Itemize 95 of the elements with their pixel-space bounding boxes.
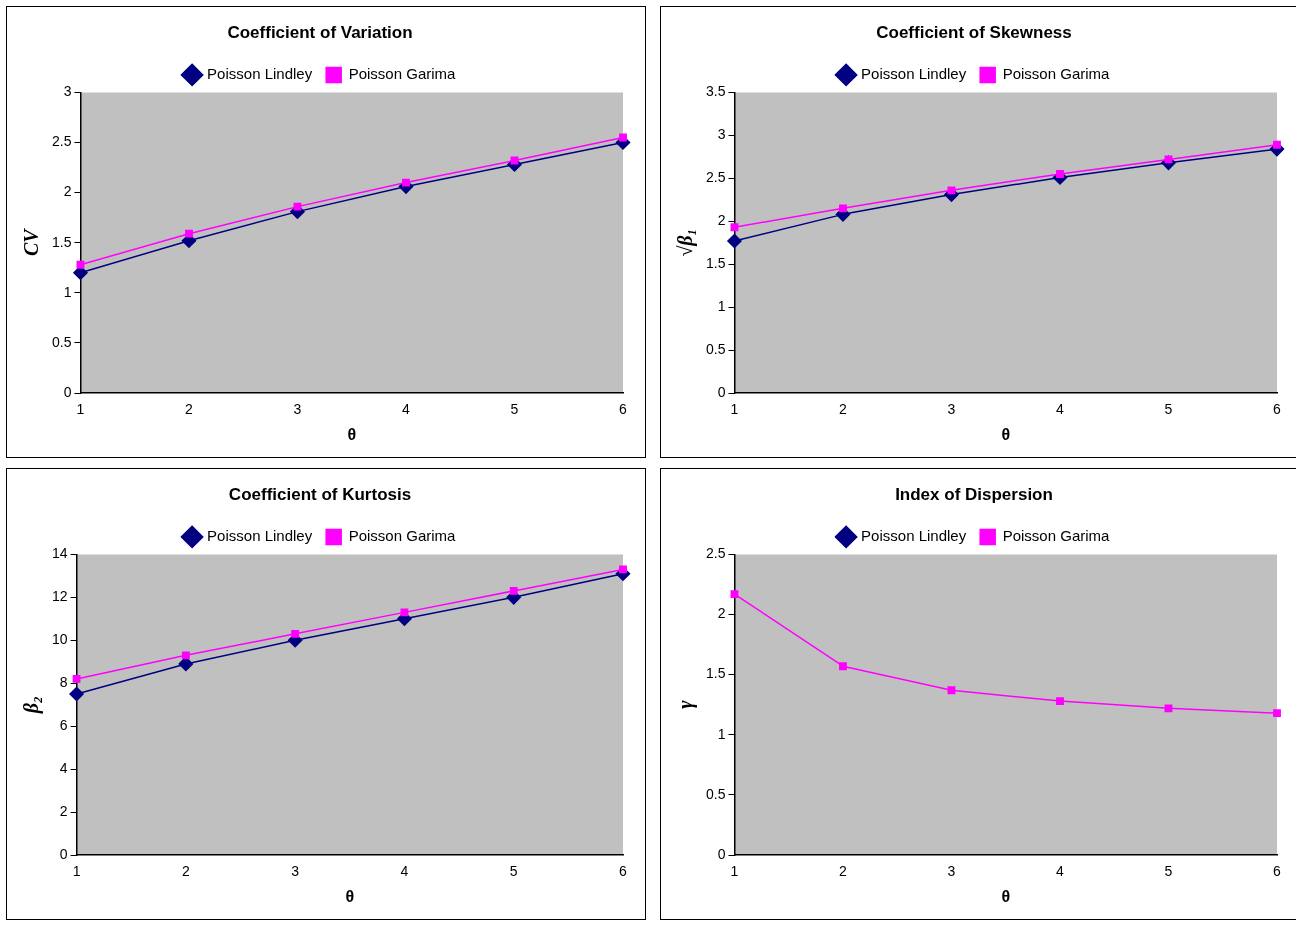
x-axis-title: θ [345,887,355,905]
y-tick-label: 2.5 [705,545,726,562]
y-tick-label: 1 [717,725,726,742]
y-tick-label: 0.5 [705,785,726,802]
point [69,686,84,702]
x-tick-label: 6 [1273,401,1282,418]
point [730,223,739,232]
chart-title: Coefficient of Skewness [876,22,1072,42]
y-tick-label: 1 [63,283,72,300]
y-axis-title: √β₁ [674,228,698,257]
x-tick-label: 6 [1273,863,1282,880]
x-tick-label: 1 [76,401,85,418]
x-tick-label: 2 [839,863,848,880]
x-tick-label: 4 [400,863,409,880]
y-tick-label: 1.5 [705,255,726,272]
y-tick-label: 0 [717,383,726,400]
x-tick-label: 5 [1164,401,1173,418]
x-axis-title: θ [1001,887,1011,905]
y-axis-title: β₂ [20,696,44,715]
chart-title: Index of Dispersion [895,484,1053,504]
x-axis-title: θ [347,425,357,443]
y-tick-label: 3.5 [705,83,726,100]
y-tick-label: 1 [717,297,726,314]
y-tick-label: 0 [59,845,68,862]
y-axis-title: CV [20,227,43,257]
y-tick-label: 2 [717,605,726,622]
y-tick-label: 14 [51,545,68,562]
x-tick-label: 3 [293,401,302,418]
x-tick-label: 4 [1056,401,1065,418]
x-tick-label: 3 [947,863,956,880]
y-tick-label: 2.5 [51,133,72,150]
y-tick-label: 0.5 [705,340,726,357]
legend-label: Poisson Lindley [207,527,313,545]
point [947,686,956,695]
point [402,178,410,187]
legend-label: Poisson Garima [348,527,457,545]
y-tick-label: 0 [63,383,72,400]
x-tick-label: 3 [291,863,300,880]
y-tick-label: 2 [63,183,72,200]
x-tick-label: 6 [619,863,628,880]
legend-label: Poisson Garima [348,65,457,83]
point [509,586,518,595]
x-tick-label: 6 [619,401,628,418]
point [1273,709,1281,718]
y-tick-label: 1.5 [705,665,726,682]
x-tick-label: 5 [509,863,518,880]
y-axis-title: γ [674,699,698,709]
point [1164,704,1173,713]
point [291,629,300,638]
x-tick-label: 1 [730,401,739,418]
x-tick-label: 4 [1056,863,1065,880]
y-tick-label: 3 [717,126,726,143]
y-tick-label: 2.5 [705,169,726,186]
point [839,662,847,671]
point [947,186,956,195]
x-tick-label: 4 [402,401,411,418]
y-tick-label: 2 [59,802,68,819]
point [619,133,627,142]
x-tick-label: 2 [181,863,190,880]
legend-label: Poisson Garima [1002,527,1111,545]
x-tick-label: 3 [947,401,956,418]
point [619,565,627,574]
y-tick-label: 0 [717,845,726,862]
point [727,233,742,249]
point [1056,697,1064,706]
point [72,675,81,683]
chart-title: Coefficient of Kurtosis [228,484,412,504]
point [293,202,302,211]
y-tick-label: 10 [51,631,68,648]
x-tick-label: 1 [730,863,739,880]
x-tick-label: 5 [1164,863,1173,880]
point [185,229,193,238]
y-tick-label: 8 [59,674,68,691]
y-tick-label: 0.5 [51,333,72,350]
y-tick-label: 1.5 [51,233,72,250]
point [76,260,85,269]
legend-label: Poisson Lindley [861,65,967,83]
y-tick-label: 2 [717,212,726,229]
point [181,651,190,660]
x-axis-title: θ [1001,425,1011,443]
x-tick-label: 5 [510,401,519,418]
legend-label: Poisson Lindley [207,65,313,83]
x-tick-label: 2 [185,401,194,418]
chart-title: Coefficient of Variation [227,22,413,42]
y-tick-label: 4 [59,759,68,776]
y-tick-label: 6 [59,717,68,734]
point [839,204,847,213]
point [730,590,739,599]
point [1273,140,1281,149]
legend-label: Poisson Lindley [861,527,967,545]
x-tick-label: 2 [839,401,848,418]
point [400,608,409,617]
y-tick-label: 3 [63,83,72,100]
y-tick-label: 12 [51,588,68,605]
legend-label: Poisson Garima [1002,65,1111,83]
